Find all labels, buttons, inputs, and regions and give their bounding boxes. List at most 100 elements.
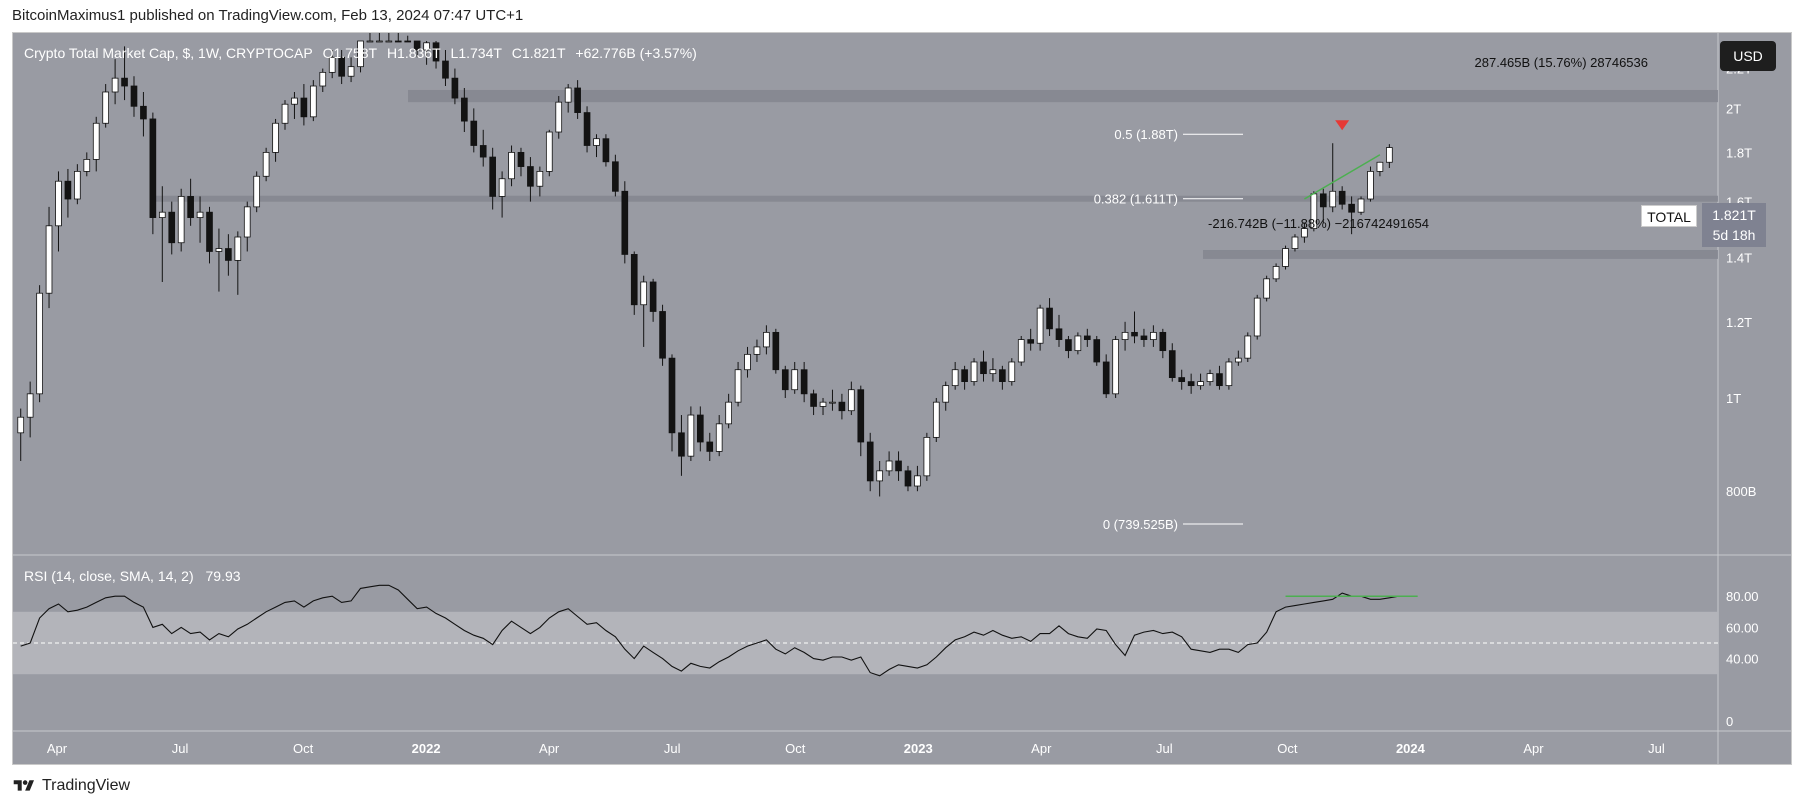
resistance-zone xyxy=(408,89,1718,103)
candle-body xyxy=(904,470,912,487)
candle xyxy=(753,339,761,362)
candle-body xyxy=(640,281,648,306)
candle-body xyxy=(300,97,308,118)
candle-body xyxy=(706,441,714,452)
candle xyxy=(442,49,449,87)
candle xyxy=(848,381,855,416)
candle-body xyxy=(149,118,157,218)
candle-body xyxy=(1348,203,1355,213)
candle xyxy=(225,234,232,276)
candle xyxy=(989,358,997,382)
candle xyxy=(527,157,534,202)
symbol-name[interactable]: Crypto Total Market Cap, $, 1W, CRYPTOCA… xyxy=(24,45,313,61)
candle xyxy=(706,432,714,461)
candle xyxy=(1225,358,1233,390)
tradingview-brand: TradingView xyxy=(42,777,131,794)
candle xyxy=(923,432,931,481)
candle-body xyxy=(243,206,251,238)
candle-body xyxy=(734,369,742,403)
candle-body xyxy=(1338,190,1346,205)
price-axis-tick: 1T xyxy=(1726,391,1741,406)
candle xyxy=(1348,196,1355,235)
candle xyxy=(215,228,223,292)
candle-body xyxy=(36,292,43,395)
candle-body xyxy=(177,196,185,244)
candle-body xyxy=(536,170,544,187)
candle xyxy=(951,361,959,390)
main-legend: Crypto Total Market Cap, $, 1W, CRYPTOCA… xyxy=(24,45,703,61)
candle xyxy=(1074,332,1082,355)
footer: TradingView xyxy=(12,774,130,798)
candle-body xyxy=(800,369,808,395)
candle xyxy=(253,171,261,213)
candle-body xyxy=(753,346,761,355)
candle-body xyxy=(715,423,723,452)
candle xyxy=(432,41,440,69)
candle-body xyxy=(857,389,865,443)
candle-body xyxy=(1263,278,1270,299)
low-value: L1.734T xyxy=(450,45,502,61)
price-axis-tick: 1.8T xyxy=(1726,145,1752,160)
candle-body xyxy=(74,170,81,200)
candle-body xyxy=(461,97,468,122)
candle-body xyxy=(932,401,940,438)
time-axis-tick: Apr xyxy=(539,741,560,756)
candle xyxy=(1046,298,1053,336)
candle xyxy=(659,304,666,366)
candle-body xyxy=(111,77,119,93)
candle-body xyxy=(876,470,883,482)
rsi-label[interactable]: RSI (14, close, SMA, 14, 2) xyxy=(24,568,194,584)
candle xyxy=(366,33,374,43)
candle-body xyxy=(545,131,553,172)
candle xyxy=(309,80,317,122)
candle xyxy=(914,465,921,492)
candle-body xyxy=(895,460,902,472)
candle-body xyxy=(593,138,600,146)
candle xyxy=(177,188,185,252)
candle xyxy=(36,285,43,403)
candle-body xyxy=(1121,331,1129,340)
currency-button[interactable]: USD xyxy=(1720,41,1776,71)
candle-body xyxy=(574,87,581,113)
candle-body xyxy=(630,254,638,306)
candle xyxy=(1093,335,1101,366)
candle-body xyxy=(196,211,204,218)
candle-body xyxy=(999,369,1006,382)
candle-body xyxy=(1083,335,1091,340)
candle xyxy=(687,406,695,461)
candle xyxy=(1017,335,1025,366)
candle xyxy=(26,381,34,438)
candle xyxy=(1216,365,1223,390)
candle xyxy=(630,251,638,315)
candle xyxy=(791,361,799,394)
candle xyxy=(1329,143,1337,213)
candle xyxy=(763,325,770,355)
rsi-axis-tick: 60.00 xyxy=(1726,620,1759,635)
candle-body xyxy=(763,331,770,348)
candle-body xyxy=(498,178,506,197)
candle xyxy=(838,393,846,420)
candle-body xyxy=(158,211,166,218)
candle xyxy=(593,134,600,158)
high-value: H1.836T xyxy=(386,45,441,61)
candle-body xyxy=(215,248,223,252)
candle-body xyxy=(45,225,53,294)
time-axis-tick: Oct xyxy=(293,741,314,756)
candle-body xyxy=(1244,335,1252,359)
candle xyxy=(479,129,487,167)
candle-body xyxy=(1216,373,1223,387)
chart-frame xyxy=(12,32,1792,765)
candle xyxy=(612,154,619,197)
candle xyxy=(64,168,72,218)
candle xyxy=(621,181,629,264)
candle xyxy=(1140,328,1148,347)
candle xyxy=(932,397,940,442)
candle-body xyxy=(744,353,751,371)
candle xyxy=(640,275,648,347)
candle xyxy=(357,40,364,73)
candle xyxy=(1178,369,1186,390)
time-axis-tick: Jul xyxy=(664,741,681,756)
candle xyxy=(810,389,817,416)
candle-body xyxy=(187,196,194,218)
